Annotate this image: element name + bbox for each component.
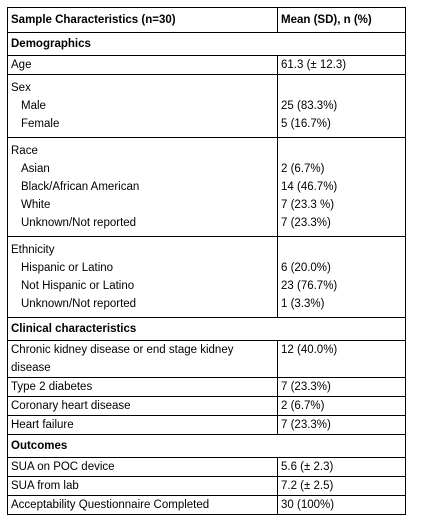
row-label: Hispanic or Latino xyxy=(21,262,114,274)
row-label: Unknown/Not reported xyxy=(21,298,137,310)
table-header-row: Sample Characteristics (n=30) Mean (SD),… xyxy=(8,8,405,32)
row-label: Asian xyxy=(21,163,50,175)
row-label: Not Hispanic or Latino xyxy=(21,280,135,292)
table-row-t2d: Type 2 diabetes 7 (23.3%) xyxy=(8,377,405,396)
row-label: White xyxy=(21,199,51,211)
row-label: SUA from lab xyxy=(8,477,278,495)
table-row-ckd: Chronic kidney disease or end stage kidn… xyxy=(8,340,405,377)
group-label-ethnicity: Ethnicity xyxy=(11,244,55,256)
row-value: 14 (46.7%) xyxy=(281,181,338,193)
row-value: 12 (40.0%) xyxy=(281,344,338,356)
row-value: 5 (16.7%) xyxy=(281,118,331,130)
row-value: 5.6 (± 2.3) xyxy=(281,461,334,473)
table-row-sua-lab: SUA from lab 7.2 (± 2.5) xyxy=(8,476,405,495)
row-value: 61.3 (± 12.3) xyxy=(281,59,347,71)
row-label: Unknown/Not reported xyxy=(21,217,137,229)
row-value: 25 (83.3%) xyxy=(281,100,338,112)
row-label-continued: disease xyxy=(11,362,51,374)
row-value: 7 (23.3%) xyxy=(281,381,331,393)
header-characteristics: Sample Characteristics (n=30) xyxy=(8,8,278,32)
row-value: 2 (6.7%) xyxy=(281,163,325,175)
row-label: Black/African American xyxy=(21,181,140,193)
table-row-ethnicity: Ethnicity Hispanic or Latino Not Hispani… xyxy=(8,236,405,317)
row-label: SUA on POC device xyxy=(8,458,278,476)
row-value: 6 (20.0%) xyxy=(281,262,331,274)
table-row-sua-poc: SUA on POC device 5.6 (± 2.3) xyxy=(8,457,405,476)
table-row-acceptability: Acceptability Questionnaire Completed 30… xyxy=(8,495,405,514)
row-value: 2 (6.7%) xyxy=(281,400,325,412)
row-label: Female xyxy=(21,118,60,130)
row-label: Age xyxy=(8,56,278,74)
row-label: Chronic kidney disease or end stage kidn… xyxy=(11,344,234,356)
table-row-sex: Sex Male Female 25 (83.3%) 5 (16.7%) xyxy=(8,74,405,137)
row-label: Heart failure xyxy=(8,416,278,434)
section-row-clinical: Clinical characteristics xyxy=(8,317,405,340)
row-label: Type 2 diabetes xyxy=(8,378,278,396)
row-value: 7 (23.3 %) xyxy=(281,199,335,211)
section-demographics: Demographics xyxy=(11,38,91,50)
table-row-race: Race Asian Black/African American White … xyxy=(8,137,405,236)
table-row-age: Age 61.3 (± 12.3) xyxy=(8,55,405,74)
section-row-outcomes: Outcomes xyxy=(8,434,405,457)
section-clinical: Clinical characteristics xyxy=(11,323,137,335)
row-value: 7 (23.3%) xyxy=(281,217,331,229)
header-mean-sd: Mean (SD), n (%) xyxy=(281,14,372,26)
group-label-sex: Sex xyxy=(11,82,31,94)
row-value: 7 (23.3%) xyxy=(281,419,331,431)
row-value: 1 (3.3%) xyxy=(281,298,325,310)
row-label: Male xyxy=(21,100,46,112)
characteristics-table: Sample Characteristics (n=30) Mean (SD),… xyxy=(7,7,406,515)
section-outcomes: Outcomes xyxy=(11,440,68,452)
group-label-race: Race xyxy=(11,145,38,157)
row-label: Coronary heart disease xyxy=(8,397,278,415)
section-row-demographics: Demographics xyxy=(8,32,405,55)
row-value: 23 (76.7%) xyxy=(281,280,338,292)
table-row-hf: Heart failure 7 (23.3%) xyxy=(8,415,405,434)
table-row-chd: Coronary heart disease 2 (6.7%) xyxy=(8,396,405,415)
row-value: 7.2 (± 2.5) xyxy=(281,480,334,492)
